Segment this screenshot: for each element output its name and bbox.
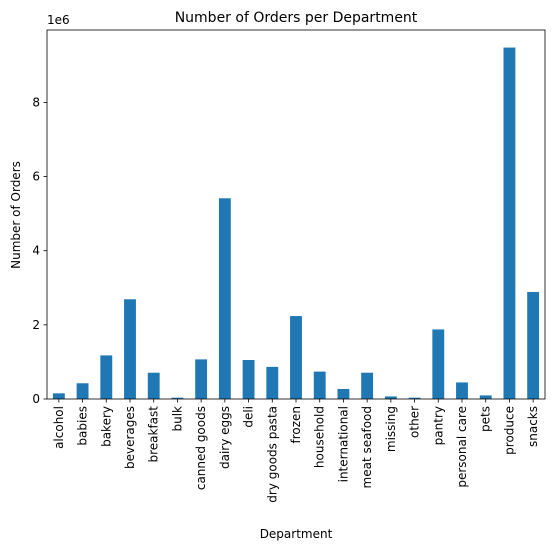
y-offset-label: 1e6 [47, 13, 70, 27]
x-tick-label: bakery [99, 406, 113, 447]
bar-international [337, 388, 350, 399]
bar-frozen [290, 316, 302, 399]
x-axis-label: Department [260, 527, 333, 541]
x-tick-label: beverages [123, 406, 137, 469]
y-tick-label: 0 [32, 392, 40, 406]
x-tick-label: alcohol [52, 406, 66, 449]
x-tick-label: frozen [289, 406, 303, 444]
bar-missing [384, 396, 397, 399]
bar-other [408, 397, 421, 399]
x-tick-label: international [336, 406, 350, 482]
y-tick-label: 2 [32, 318, 40, 332]
bar-pets [479, 395, 492, 399]
x-tick-label: missing [384, 406, 398, 452]
x-tick-label: household [313, 406, 327, 468]
bar-meat-seafood [361, 372, 374, 399]
x-tick-label: babies [76, 406, 90, 446]
y-axis-ticks: 0 2 4 6 8 [32, 95, 47, 406]
bar-pantry [432, 329, 445, 399]
x-tick-label: pantry [431, 406, 445, 445]
x-tick-label: snacks [526, 406, 540, 447]
x-tick-label: dry goods pasta [265, 406, 279, 503]
x-tick-label: canned goods [194, 406, 208, 490]
bar-produce [503, 47, 516, 399]
y-tick-label: 8 [32, 95, 40, 109]
bar-babies [76, 383, 89, 399]
x-tick-label: meat seafood [360, 406, 374, 488]
x-tick-label: bulk [170, 406, 184, 432]
y-axis-label: Number of Orders [9, 161, 23, 269]
bar-dry-goods-pasta [266, 366, 279, 399]
bar-personal-care [456, 382, 468, 399]
bar-bulk [171, 397, 184, 399]
bar-snacks [527, 291, 540, 399]
y-tick-label: 6 [32, 170, 40, 184]
bar-canned-goods [195, 359, 208, 399]
chart-title: Number of Orders per Department [175, 10, 418, 26]
bar-breakfast [147, 372, 160, 399]
bars-group [52, 47, 540, 399]
bar-alcohol [52, 393, 65, 399]
x-tick-label: other [408, 406, 422, 438]
bar-beverages [124, 299, 136, 399]
bar-bakery [100, 355, 113, 399]
x-tick-label: deli [242, 406, 256, 428]
bar-dairy-eggs [218, 198, 231, 399]
x-tick-label: pets [479, 406, 493, 432]
bar-deli [242, 360, 255, 399]
plot-frame [46, 29, 546, 400]
x-tick-label: produce [502, 406, 516, 455]
bar-household [313, 371, 326, 399]
x-tick-label: breakfast [147, 406, 161, 463]
y-tick-label: 4 [32, 244, 40, 258]
x-tick-label: dairy eggs [218, 406, 232, 469]
x-axis-ticks: alcohol babies bakery beverages breakfast bul… [52, 399, 540, 503]
x-tick-label: personal care [455, 406, 469, 488]
